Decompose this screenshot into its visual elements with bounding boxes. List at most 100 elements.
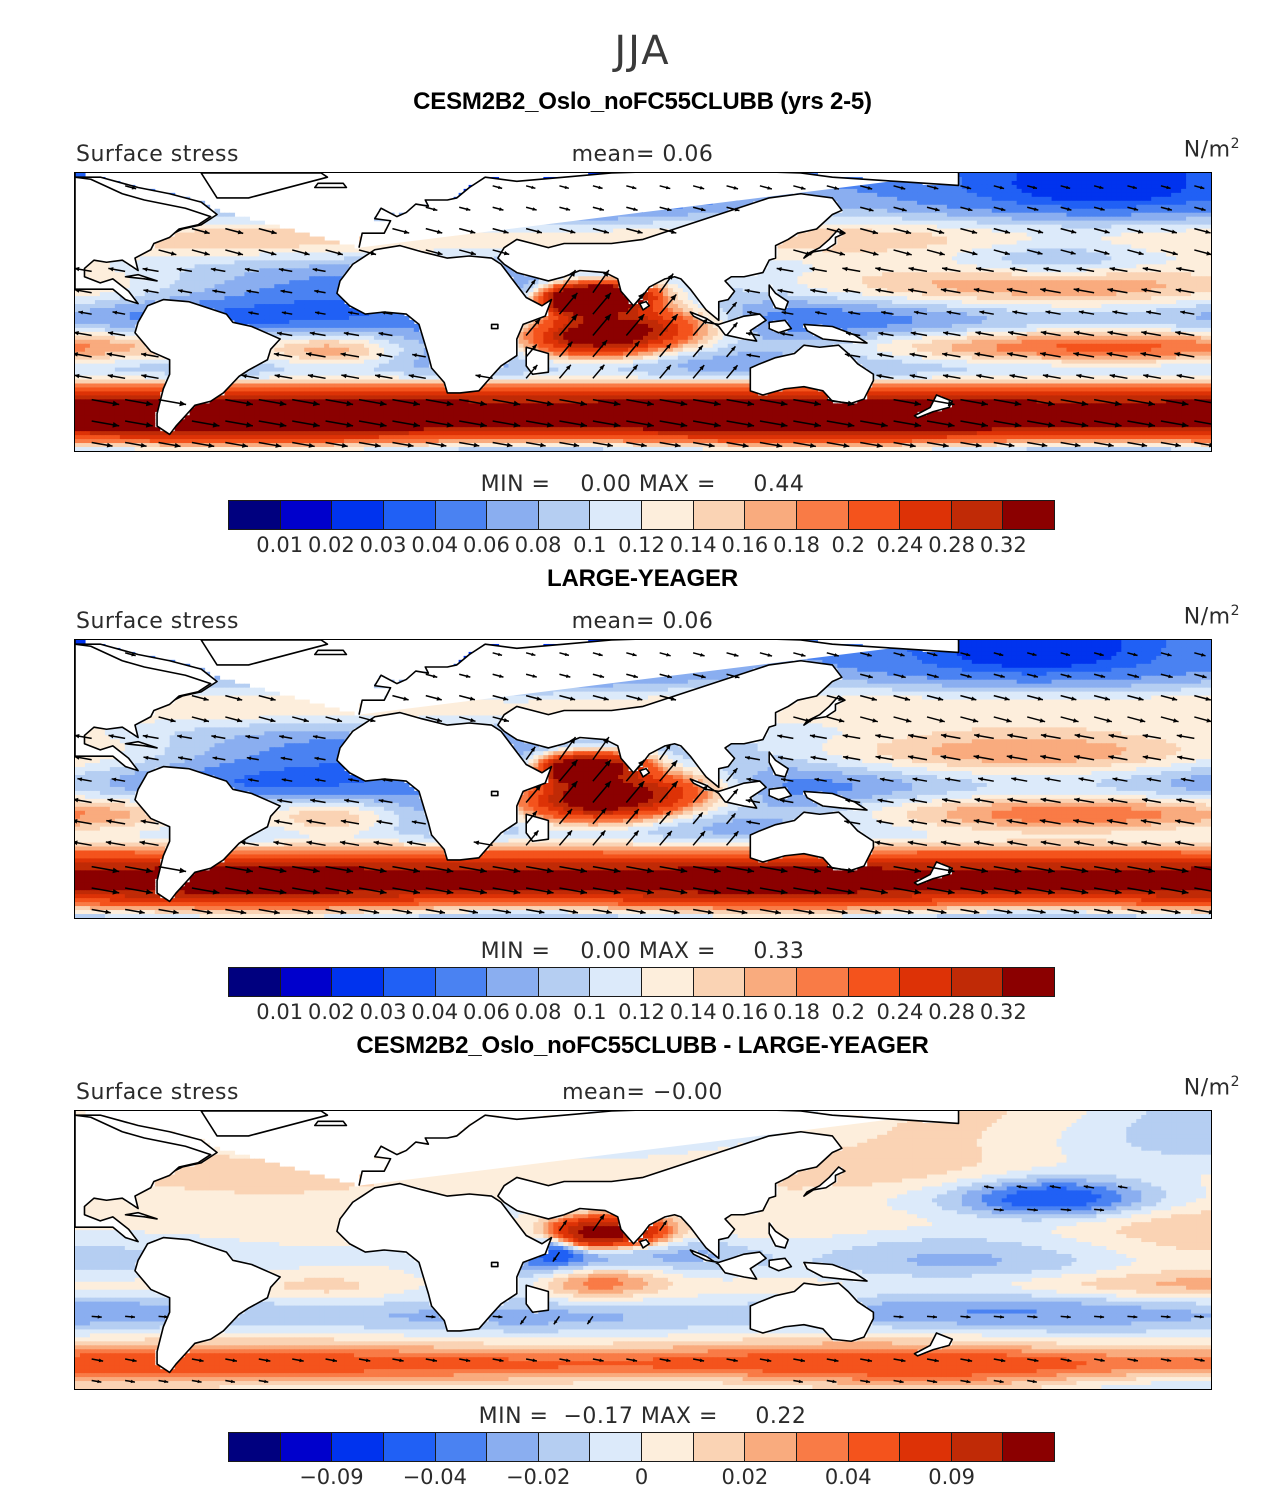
coastline [803,228,846,259]
colorbar-tick-label: 0.09 [928,1465,975,1489]
coastline [768,786,793,801]
coastline [124,273,158,282]
colorbar-tick-label: 0.32 [980,1000,1027,1024]
colorbar-1-cells[interactable] [228,500,1055,530]
colorbar-tick-label: 0.2 [832,1000,865,1024]
colorbar-cell [642,968,694,996]
colorbar-tick-label: 0.16 [721,533,768,557]
colorbar-tick-label: 0.28 [928,533,975,557]
colorbar-cell [383,968,436,996]
coastline [75,176,212,305]
panel-2-minmax: MIN = 0.00 MAX = 0.33 [0,939,1285,964]
colorbar-tick-label: 0.06 [463,533,510,557]
colorbar-tick-label: 0.02 [308,1000,355,1024]
colorbar-tick-label: 0.16 [721,1000,768,1024]
colorbar-cell [435,968,488,996]
colorbar-3[interactable]: −0.09 −0.04 −0.02 0 0.02 0.04 0.09 [228,1432,1055,1494]
coastline [313,182,348,189]
colorbar-cell [848,968,901,996]
colorbar-tick-label: 0.04 [411,1000,458,1024]
map-3-canvas [75,1111,1211,1389]
coastline [490,1261,499,1268]
colorbar-cell [642,501,694,529]
coastline [803,1261,868,1282]
coastline [639,767,651,778]
colorbar-cell [1003,968,1054,996]
coastline [749,811,875,872]
coastline [497,1130,843,1260]
coastline [336,711,553,861]
colorbar-cell [745,501,797,529]
colorbar-tick-label: 0.1 [573,1000,606,1024]
coastline [689,1249,767,1280]
map-contour-layer [75,640,1211,918]
colorbar-cell [951,501,1004,529]
colorbar-cell [900,1433,952,1461]
colorbar-cell [1003,501,1054,529]
panel-1-mean: mean= 0.06 [0,142,1285,167]
wind-stress-vectors [75,185,1211,448]
panel-2-field-label: Surface stress [76,609,239,634]
coastline [200,173,329,199]
colorbar-cell [487,1433,539,1461]
panel-3-minmax: MIN = −0.17 MAX = 0.22 [0,1404,1285,1429]
colorbar-3-cells[interactable] [228,1432,1055,1462]
colorbar-cell [435,501,488,529]
colorbar-cell [383,501,436,529]
map-panel-2 [74,639,1212,919]
colorbar-cell [796,501,849,529]
colorbar-cell [538,968,591,996]
panel-3-title: CESM2B2_Oslo_noFC55CLUBB - LARGE-YEAGER [0,1032,1285,1060]
colorbar-cell [229,501,281,529]
colorbar-tick-label: 0.02 [721,1465,768,1489]
coastline [313,649,348,656]
colorbar-1[interactable]: 0.01 0.02 0.03 0.04 0.06 0.08 0.1 0.12 0.14 0.16 0… [228,500,1055,563]
coastline [639,1238,651,1249]
coastline [134,298,281,436]
colorbar-cell [280,501,333,529]
coastline [497,192,843,322]
colorbar-tick-label: 0.12 [618,533,665,557]
colorbar-cell [332,501,384,529]
wind-stress-vectors [91,1184,1205,1384]
season-title: JJA [0,28,1285,74]
coastline [134,1236,281,1374]
colorbar-cell [280,1433,333,1461]
colorbar-tick-label: −0.02 [506,1465,570,1489]
panel-2-units: N/m2 [1184,603,1240,629]
coastline [803,790,868,811]
coastline [639,300,651,311]
colorbar-tick-label: 0.04 [411,533,458,557]
colorbar-cell [693,501,746,529]
colorbar-cell [280,968,333,996]
coastline [75,1114,212,1243]
colorbar-tick-label: 0.1 [573,533,606,557]
colorbar-tick-label: 0.2 [832,533,865,557]
panel-1-units: N/m2 [1184,136,1240,162]
colorbar-2-cells[interactable] [228,967,1055,997]
coastline [749,344,875,405]
coastline [336,1182,553,1332]
colorbar-tick-label: 0.06 [463,1000,510,1024]
coastline [913,861,954,886]
colorbar-2[interactable]: 0.01 0.02 0.03 0.04 0.06 0.08 0.1 0.12 0.14 0.16 0… [228,967,1055,1030]
colorbar-tick-label: 0.03 [360,533,407,557]
panel-3-mean: mean= −0.00 [0,1080,1285,1105]
coastline [913,1332,954,1357]
colorbar-cell [590,501,642,529]
colorbar-cell [229,968,281,996]
colorbar-tick-label: −0.04 [403,1465,467,1489]
map-contour-layer [75,173,1211,451]
colorbar-cell [538,1433,591,1461]
map-2-canvas [75,640,1211,918]
colorbar-tick-label: 0.12 [618,1000,665,1024]
coastline [525,813,550,843]
coastline [124,740,158,749]
colorbar-cell [332,1433,384,1461]
coastline [525,1284,550,1314]
colorbar-cell [900,968,952,996]
coastline [490,790,499,797]
coastline [913,394,954,419]
coastline [75,643,212,772]
coastline [768,284,789,311]
